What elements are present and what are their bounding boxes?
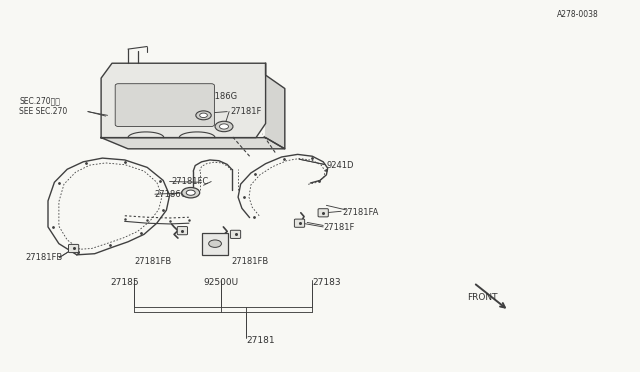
Text: 27186G: 27186G xyxy=(205,92,238,101)
Circle shape xyxy=(186,190,195,195)
FancyBboxPatch shape xyxy=(230,230,241,238)
Text: 27181FB: 27181FB xyxy=(134,257,172,266)
Circle shape xyxy=(196,111,211,120)
Polygon shape xyxy=(101,63,266,138)
FancyBboxPatch shape xyxy=(115,84,214,126)
Bar xyxy=(202,232,228,255)
FancyBboxPatch shape xyxy=(318,209,328,217)
Circle shape xyxy=(215,121,233,132)
Text: 27181F: 27181F xyxy=(230,107,262,116)
Circle shape xyxy=(220,124,228,129)
Text: A278-0038: A278-0038 xyxy=(557,10,598,19)
Polygon shape xyxy=(266,63,285,149)
Circle shape xyxy=(182,187,200,198)
FancyBboxPatch shape xyxy=(177,227,188,235)
Text: 27181FC: 27181FC xyxy=(172,177,209,186)
Text: 92500U: 92500U xyxy=(204,278,238,287)
Text: 27183: 27183 xyxy=(312,278,341,287)
Text: SEC.270参照: SEC.270参照 xyxy=(19,96,60,105)
Text: 27186C: 27186C xyxy=(155,190,188,199)
Text: 27185: 27185 xyxy=(111,278,139,287)
Text: 27181F: 27181F xyxy=(323,223,355,232)
Text: SEE SEC.270: SEE SEC.270 xyxy=(19,107,67,116)
Text: FRONT: FRONT xyxy=(467,293,498,302)
FancyBboxPatch shape xyxy=(294,219,305,227)
Circle shape xyxy=(200,113,207,118)
FancyBboxPatch shape xyxy=(68,244,79,253)
Text: 27181FA: 27181FA xyxy=(342,208,379,217)
Circle shape xyxy=(209,240,221,247)
Text: 27181: 27181 xyxy=(246,336,275,345)
Text: 27181FB: 27181FB xyxy=(232,257,269,266)
Polygon shape xyxy=(101,138,285,149)
Text: 9241D: 9241D xyxy=(326,161,354,170)
Text: 27181FB: 27181FB xyxy=(26,253,63,262)
